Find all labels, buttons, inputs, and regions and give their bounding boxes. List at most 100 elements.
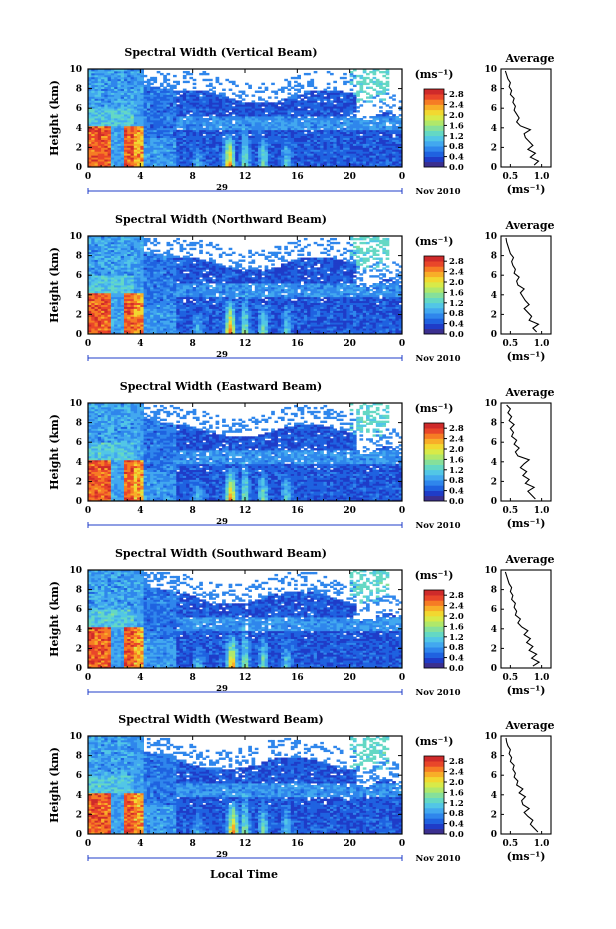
heatmap-cell (123, 86, 128, 89)
heatmap-cell (110, 127, 115, 131)
heatmap-cell (156, 102, 161, 105)
heatmap-cell (117, 137, 122, 140)
heatmap-cell (156, 90, 161, 93)
heatmap-cell (251, 153, 256, 156)
heatmap-cell (156, 157, 161, 160)
heatmap-cell (150, 106, 154, 109)
heatmap-cell (212, 112, 216, 115)
heatmap-cell (123, 155, 128, 158)
heatmap-cell (284, 141, 288, 144)
heatmap-cell (199, 72, 203, 76)
heatmap-cell (195, 102, 200, 105)
heatmap-cell (101, 133, 105, 137)
heatmap-cell (366, 96, 370, 99)
heatmap-cell (94, 86, 99, 89)
heatmap-cell (264, 143, 269, 146)
heatmap-cell (123, 82, 128, 86)
heatmap-cell (182, 127, 187, 131)
heatmap-cell (271, 121, 275, 125)
heatmap-cell (114, 76, 118, 80)
heatmap-cell (280, 90, 285, 93)
heatmap-cell (284, 151, 288, 154)
heatmap-cell (290, 76, 295, 80)
heatmap-cell (362, 100, 367, 103)
heatmap-cell (91, 125, 95, 129)
heatmap-cell (94, 163, 99, 166)
heatmap-cell (225, 118, 230, 121)
heatmap-cell (267, 145, 272, 148)
heatmap-cell (238, 121, 243, 125)
heatmap-cell (202, 90, 207, 93)
heatmap-cell (280, 159, 285, 162)
heatmap-cell (261, 116, 266, 119)
heatmap-cell (94, 104, 99, 107)
heatmap-cell (169, 153, 174, 156)
heatmap-cell (284, 147, 288, 150)
heatmap-cell (146, 137, 151, 140)
heatmap-cell (202, 155, 207, 158)
heatmap-cell (241, 102, 246, 105)
heatmap-cell (123, 161, 128, 164)
heatmap-cell (264, 102, 269, 105)
heatmap-cell (189, 127, 194, 131)
heatmap-cell (235, 118, 239, 121)
heatmap-cell (91, 131, 95, 135)
heatmap-cell (133, 112, 138, 115)
heatmap-cell (173, 143, 177, 146)
heatmap-cell (97, 131, 102, 135)
heatmap-cell (97, 145, 102, 148)
heatmap-cell (140, 114, 144, 117)
heatmap-cell (251, 157, 256, 160)
heatmap-cell (215, 165, 220, 168)
heatmap-cell (248, 129, 252, 133)
heatmap-cell (186, 143, 190, 146)
heatmap-cell (97, 82, 102, 86)
heatmap-cell (140, 70, 144, 74)
heatmap-cell (107, 141, 112, 144)
heatmap-cell (212, 110, 216, 113)
heatmap-cell (264, 104, 269, 107)
heatmap-cell (212, 141, 216, 144)
heatmap-cell (379, 135, 383, 138)
heatmap-cell (114, 110, 118, 113)
heatmap-cell (192, 119, 197, 123)
heatmap-cell (375, 90, 380, 93)
heatmap-cell (192, 163, 197, 166)
heatmap-cell (274, 104, 279, 107)
heatmap-cell (245, 112, 249, 115)
heatmap-cell (189, 116, 194, 119)
heatmap-cell (228, 135, 233, 138)
heatmap-cell (140, 145, 144, 148)
heatmap-cell (280, 86, 285, 89)
heatmap-cell (231, 80, 236, 84)
heatmap-cell (379, 90, 383, 93)
heatmap-cell (94, 143, 99, 146)
heatmap-cell (179, 108, 184, 111)
heatmap-cell (238, 151, 243, 154)
heatmap-cell (153, 137, 158, 140)
heatmap-cell (245, 106, 249, 109)
heatmap-cell (264, 88, 269, 91)
heatmap-cell (251, 94, 256, 97)
heatmap-cell (235, 110, 239, 113)
heatmap-cell (91, 161, 95, 164)
heatmap-cell (375, 121, 380, 125)
heatmap-cell (248, 84, 252, 88)
heatmap-cell (258, 110, 262, 113)
heatmap-cell (218, 165, 223, 168)
heatmap-cell (297, 151, 301, 154)
heatmap-cell (310, 131, 315, 135)
heatmap-cell (287, 127, 292, 131)
heatmap-cell (166, 131, 171, 135)
heatmap-cell (120, 94, 125, 97)
heatmap-cell (231, 145, 236, 148)
heatmap-cell (97, 121, 102, 125)
heatmap-cell (222, 121, 226, 125)
heatmap-cell (182, 129, 187, 133)
heatmap-cell (195, 145, 200, 148)
heatmap-cell (228, 147, 233, 150)
heatmap-cell (130, 86, 135, 89)
heatmap-cell (215, 116, 220, 119)
heatmap-cell (333, 86, 337, 89)
